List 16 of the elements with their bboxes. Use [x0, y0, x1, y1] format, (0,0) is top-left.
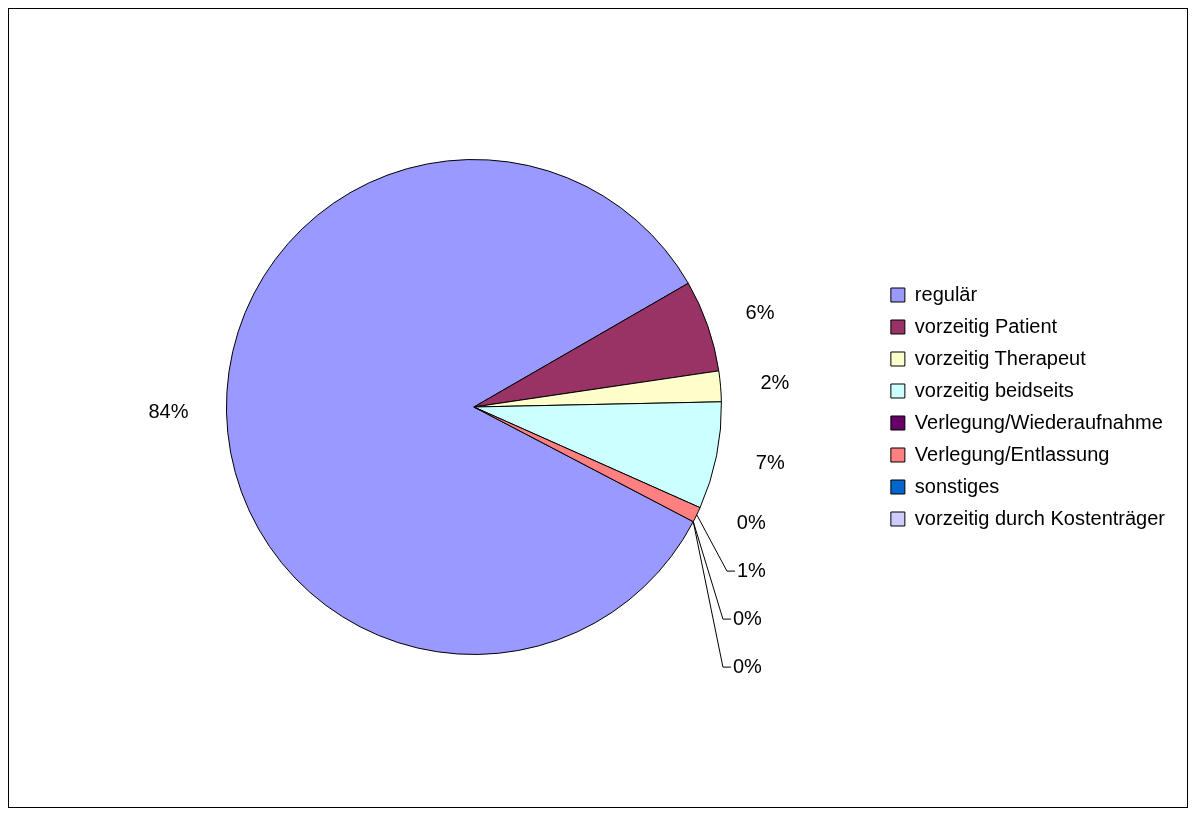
legend-label: vorzeitig Patient — [914, 314, 1058, 337]
legend-label: vorzeitig durch Kostenträger — [914, 506, 1166, 529]
data-label: 84% — [148, 400, 189, 423]
text: 0% — [732, 654, 762, 677]
data-label: 1% — [736, 558, 767, 581]
legend-label: vorzeitig Therapeut — [914, 346, 1087, 369]
text: 0% — [736, 510, 766, 533]
data-label: 6% — [745, 300, 775, 323]
legend-label: regulär — [914, 282, 978, 305]
legend-label: vorzeitig beidseits — [914, 378, 1074, 401]
data-label: 2% — [760, 370, 790, 393]
text: 0% — [732, 606, 762, 629]
legend-label: Verlegung/Entlassung — [914, 442, 1110, 465]
data-label: 7% — [755, 450, 785, 473]
legend-label: Verlegung/Wiederaufnahme — [914, 410, 1163, 433]
legend-label: sonstiges — [914, 474, 1000, 497]
